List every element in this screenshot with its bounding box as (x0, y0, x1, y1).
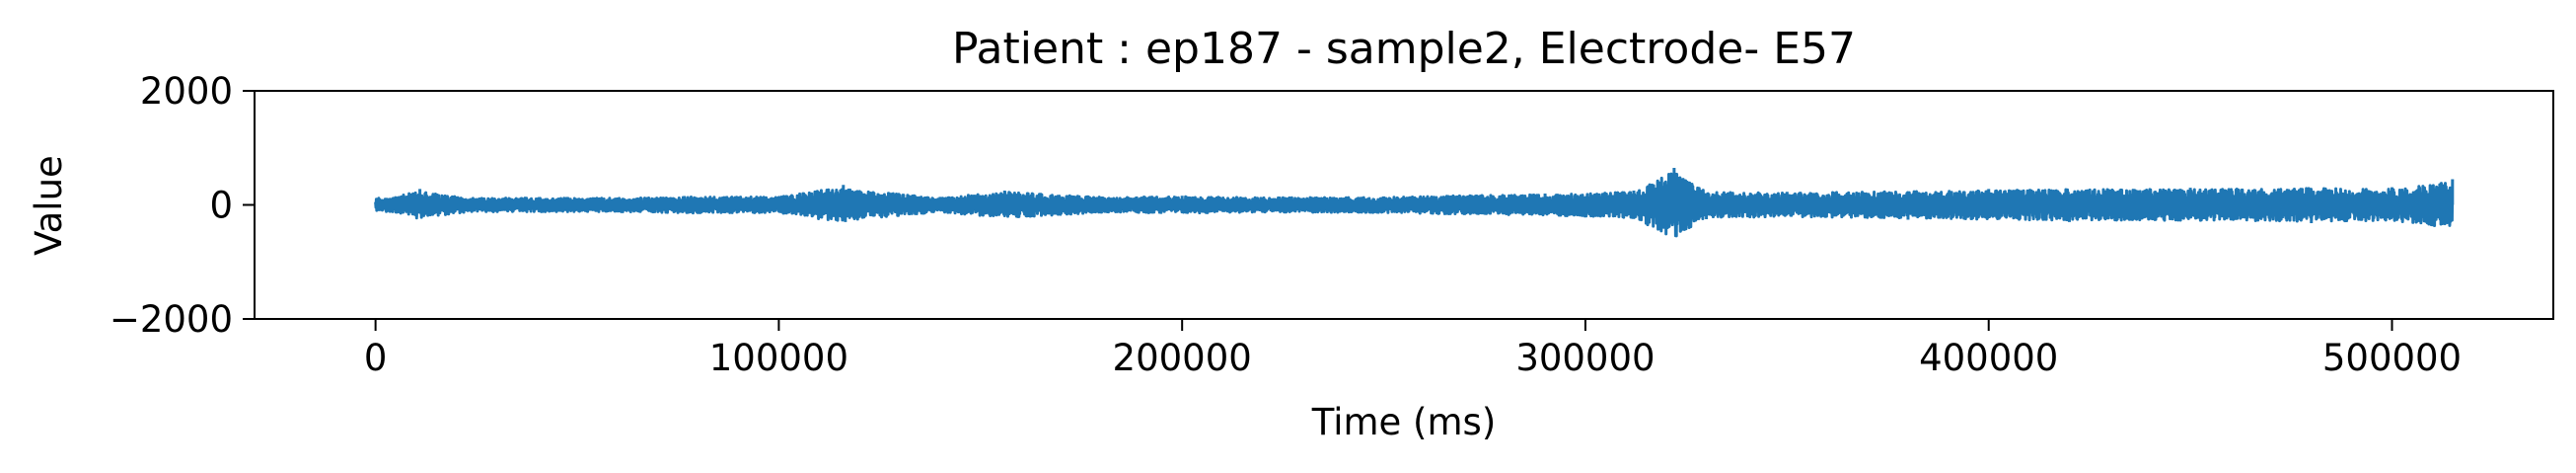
x-axis-ticks: 0 100000 200000 300000 400000 500000 (364, 319, 2462, 379)
y-tick-label: −2000 (110, 298, 233, 341)
x-tick-label: 300000 (1515, 337, 1655, 379)
y-tick-label: 0 (209, 185, 233, 227)
y-axis-ticks: −2000 0 2000 (110, 70, 255, 341)
x-tick-label: 0 (364, 337, 388, 379)
x-tick-label: 500000 (2322, 337, 2462, 379)
x-tick-label: 100000 (709, 337, 848, 379)
series-line (374, 167, 2455, 238)
y-tick-label: 2000 (140, 70, 233, 113)
plot-area (254, 90, 2554, 320)
x-tick-label: 400000 (1919, 337, 2058, 379)
chart-title: Patient : ep187 - sample2, Electrode- E5… (952, 24, 1856, 74)
x-tick-label: 200000 (1113, 337, 1252, 379)
signal-layer (374, 167, 2455, 238)
x-axis-label: Time (ms) (1311, 401, 1497, 443)
y-axis-label: Value (28, 155, 70, 256)
